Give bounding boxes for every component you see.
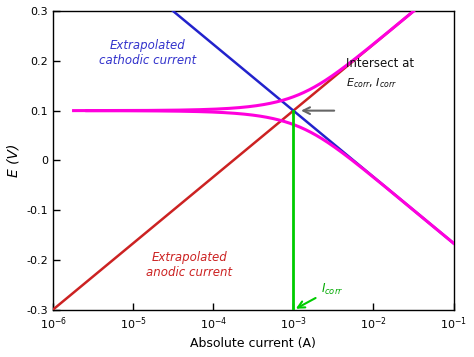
Text: Intersect at: Intersect at xyxy=(346,57,414,70)
Text: $I_{corr}$: $I_{corr}$ xyxy=(298,282,343,308)
Y-axis label: E (V): E (V) xyxy=(7,144,21,177)
Text: Extrapolated
cathodic current: Extrapolated cathodic current xyxy=(99,39,196,67)
Text: $E_{corr}$, $I_{corr}$: $E_{corr}$, $I_{corr}$ xyxy=(346,76,397,90)
X-axis label: Absolute current (A): Absolute current (A) xyxy=(191,337,316,350)
Text: Extrapolated
anodic current: Extrapolated anodic current xyxy=(146,251,232,279)
